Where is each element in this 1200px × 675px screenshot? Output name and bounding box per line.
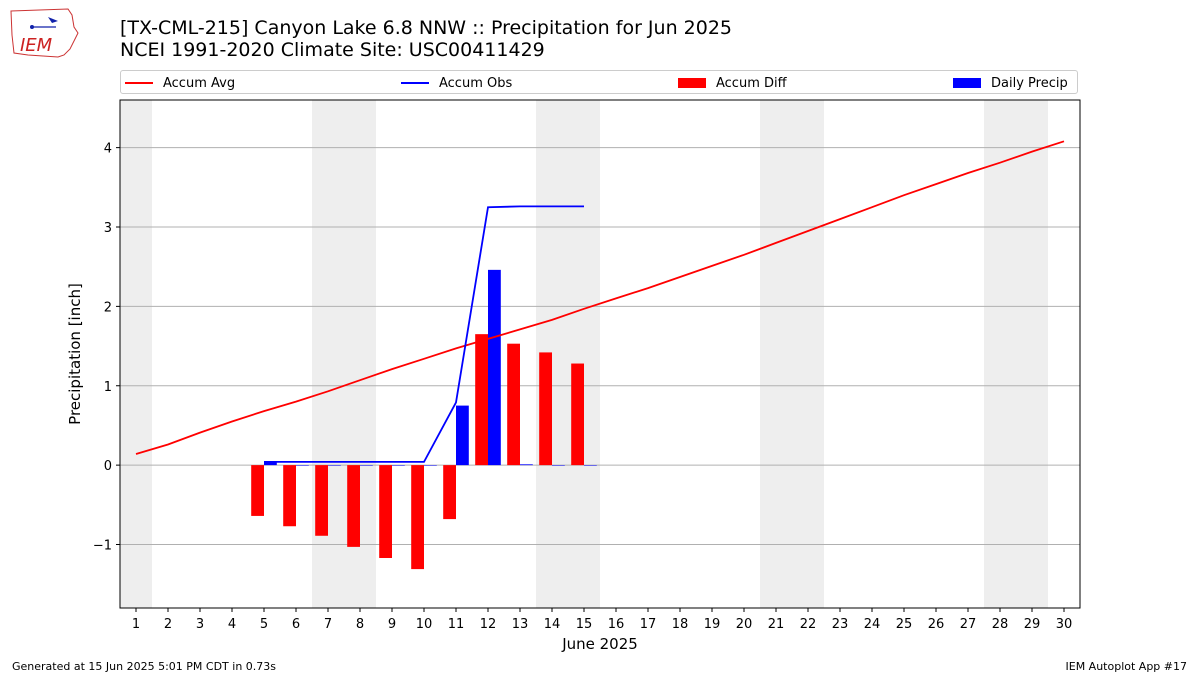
- xtick-label-21: 21: [768, 617, 785, 632]
- accum-diff-bar-12: [475, 334, 488, 466]
- weekend-band-4: [984, 100, 1048, 608]
- xtick-label-13: 13: [512, 617, 529, 632]
- xtick-label-4: 4: [228, 617, 236, 632]
- chart-subtitle: NCEI 1991-2020 Climate Site: USC00411429: [120, 39, 545, 61]
- xtick-label-9: 9: [388, 617, 396, 632]
- xtick-label-3: 3: [196, 617, 204, 632]
- xtick-label-22: 22: [800, 617, 817, 632]
- x-axis-label: June 2025: [561, 635, 638, 653]
- xtick-label-8: 8: [356, 617, 364, 632]
- xtick-label-14: 14: [544, 617, 561, 632]
- daily-precip-bar-11: [456, 405, 469, 466]
- legend-label-accum-obs: Accum Obs: [439, 75, 513, 91]
- xtick-label-2: 2: [164, 617, 172, 632]
- xtick-label-17: 17: [640, 617, 657, 632]
- xtick-label-5: 5: [260, 617, 268, 632]
- xtick-label-12: 12: [480, 617, 497, 632]
- legend-swatch-accum-avg: [125, 82, 153, 84]
- daily-precip-bar-14: [552, 465, 565, 466]
- generated-timestamp: Generated at 15 Jun 2025 5:01 PM CDT in …: [12, 660, 277, 673]
- daily-precip-bar-12: [488, 269, 501, 466]
- daily-precip-bar-13: [520, 464, 533, 466]
- accum-diff-bar-15: [571, 363, 584, 466]
- accum-diff-bar-5: [251, 465, 264, 516]
- accum-diff-bar-10: [411, 465, 424, 570]
- iowa-map-logo-icon: IEM: [10, 8, 79, 58]
- legend-item-accum-obs: Accum Obs: [401, 74, 512, 92]
- daily-precip-bar-9: [392, 465, 405, 466]
- xtick-label-29: 29: [1024, 617, 1041, 632]
- legend-label-daily-precip: Daily Precip: [991, 75, 1068, 91]
- legend-swatch-daily-precip: [953, 78, 981, 88]
- weekend-band-3: [760, 100, 824, 608]
- xtick-label-23: 23: [832, 617, 849, 632]
- xtick-label-25: 25: [896, 617, 913, 632]
- accum-avg-line: [135, 140, 1065, 455]
- legend-swatch-accum-diff: [678, 78, 706, 88]
- daily-precip-bar-8: [360, 465, 373, 466]
- xtick-label-6: 6: [292, 617, 300, 632]
- accum-diff-bar-14: [539, 352, 552, 466]
- legend-item-accum-diff: Accum Diff: [678, 74, 787, 92]
- legend: Accum Avg Accum Obs Accum Diff Daily Precip: [120, 70, 1078, 94]
- accum-diff-bar-7: [315, 465, 328, 536]
- xtick-label-27: 27: [960, 617, 977, 632]
- xtick-label-20: 20: [736, 617, 753, 632]
- ytick-label-3: 3: [104, 221, 112, 236]
- xtick-label-10: 10: [416, 617, 433, 632]
- legend-item-accum-avg: Accum Avg: [125, 74, 235, 92]
- xtick-label-24: 24: [864, 617, 881, 632]
- xtick-label-16: 16: [608, 617, 625, 632]
- y-axis-label: Precipitation [inch]: [66, 283, 84, 425]
- accum-diff-bar-6: [283, 465, 296, 527]
- legend-label-accum-diff: Accum Diff: [716, 75, 787, 91]
- ytick-label--1: −1: [93, 539, 112, 554]
- logo-text: IEM: [20, 35, 53, 56]
- daily-precip-bar-6: [296, 465, 309, 466]
- xtick-label-18: 18: [672, 617, 689, 632]
- ytick-label-2: 2: [104, 300, 112, 315]
- accum-diff-bar-13: [507, 343, 520, 466]
- daily-precip-bar-15: [584, 465, 597, 466]
- xtick-label-28: 28: [992, 617, 1009, 632]
- daily-precip-bar-7: [328, 465, 341, 466]
- ytick-label-1: 1: [104, 380, 112, 395]
- iem-logo: IEM: [8, 5, 80, 63]
- accum-diff-bar-8: [347, 465, 360, 547]
- xtick-label-11: 11: [448, 617, 465, 632]
- plot-frame: [119, 99, 1081, 609]
- legend-swatch-accum-obs: [401, 82, 429, 84]
- xtick-label-30: 30: [1056, 617, 1073, 632]
- accum-diff-bar-11: [443, 465, 456, 520]
- xtick-label-19: 19: [704, 617, 721, 632]
- legend-item-daily-precip: Daily Precip: [953, 74, 1068, 92]
- app-credit: IEM Autoplot App #17: [1065, 660, 1188, 673]
- daily-precip-bar-5: [264, 461, 277, 466]
- xtick-label-15: 15: [576, 617, 593, 632]
- xtick-label-26: 26: [928, 617, 945, 632]
- weekend-band-0: [120, 100, 152, 608]
- accum-diff-bar-9: [379, 465, 392, 558]
- accum-obs-line: [264, 205, 584, 463]
- legend-label-accum-avg: Accum Avg: [163, 75, 236, 91]
- xtick-label-1: 1: [132, 617, 140, 632]
- ytick-label-4: 4: [104, 142, 112, 157]
- daily-precip-bar-10: [424, 465, 437, 466]
- chart-title: [TX-CML-215] Canyon Lake 6.8 NNW :: Prec…: [120, 17, 733, 39]
- ytick-label-0: 0: [104, 459, 112, 474]
- xtick-label-7: 7: [324, 617, 332, 632]
